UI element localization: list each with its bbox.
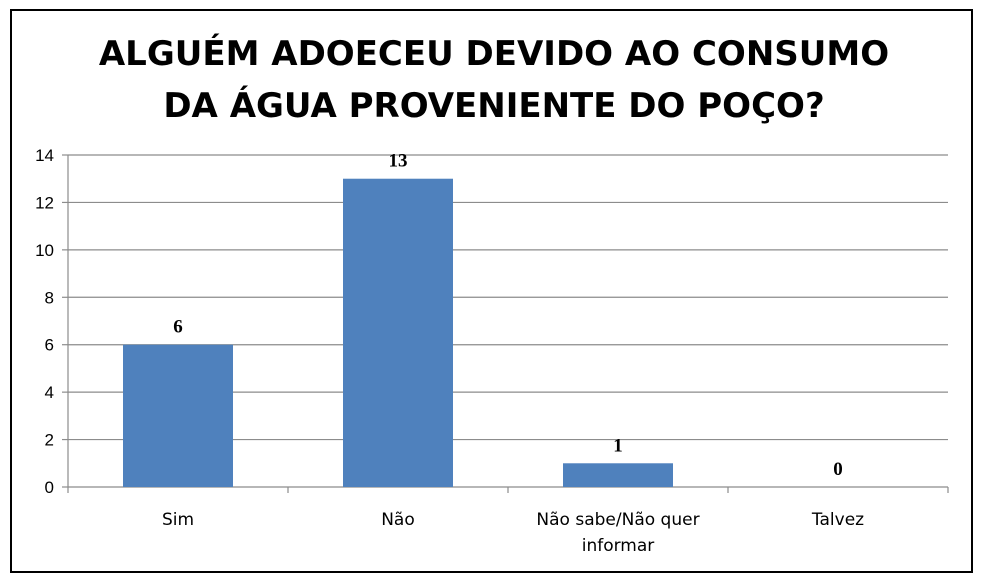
x-category-label: Não — [381, 510, 415, 530]
chart-title-line-2: DA ÁGUA PROVENIENTE DO POÇO? — [163, 86, 825, 126]
x-category-label: Sim — [162, 510, 194, 530]
x-category-label: Não sabe/Não quer — [536, 510, 699, 530]
chart-title: ALGUÉM ADOECEU DEVIDO AO CONSUMO DA ÁGUA… — [0, 28, 988, 132]
bar — [123, 344, 233, 487]
y-tick-label: 4 — [45, 383, 54, 402]
y-tick-label: 8 — [45, 288, 54, 307]
y-tick-label: 2 — [45, 431, 54, 450]
data-label: 0 — [833, 459, 843, 480]
y-tick-label: 12 — [35, 193, 54, 212]
x-category-label: informar — [582, 536, 655, 556]
y-tick-label: 14 — [35, 146, 54, 165]
bar — [343, 178, 453, 487]
data-label: 1 — [613, 435, 623, 456]
y-tick-label: 10 — [35, 241, 54, 260]
data-label: 6 — [173, 317, 183, 338]
data-label: 13 — [389, 151, 408, 172]
y-tick-label: 0 — [45, 478, 54, 497]
y-tick-label: 6 — [45, 336, 54, 355]
x-category-label: Talvez — [811, 510, 864, 530]
chart-title-line-1: ALGUÉM ADOECEU DEVIDO AO CONSUMO — [98, 34, 890, 74]
bar — [563, 463, 673, 487]
